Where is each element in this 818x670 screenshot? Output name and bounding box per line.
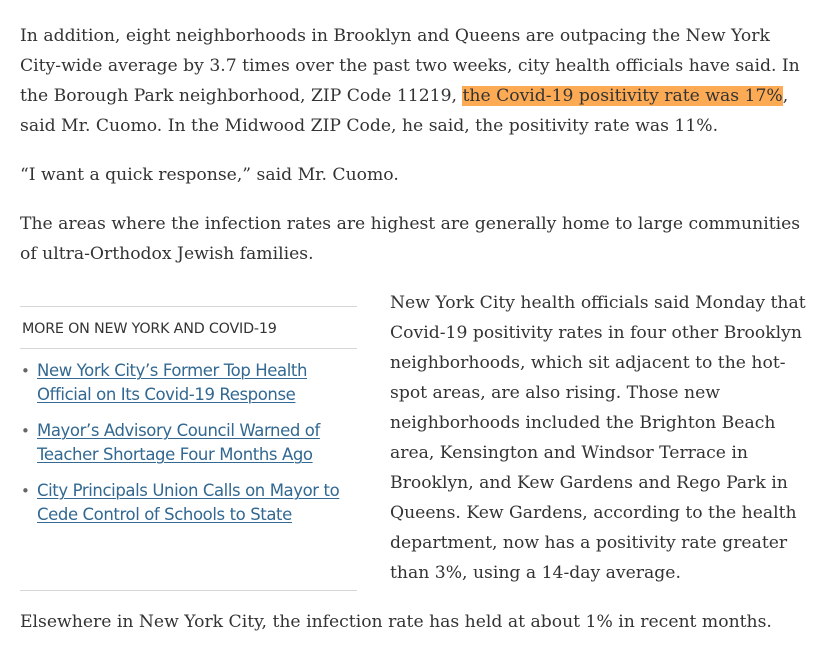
paragraph-quote: “I want a quick response,” said Mr. Cuom…: [20, 165, 399, 185]
paragraph-text: In addition, eight neighborhoods in Broo…: [20, 26, 800, 106]
bullet-icon: •: [21, 362, 30, 380]
paragraph-positivity-rates: In addition, eight neighborhoods in Broo…: [20, 21, 810, 141]
related-link-former-health-official[interactable]: New York City’s Former Top Health Offici…: [37, 361, 308, 404]
paragraph-communities: The areas where the infection rates are …: [20, 214, 801, 264]
bullet-icon: •: [21, 422, 30, 440]
related-links-list: • New York City’s Former Top Health Offi…: [20, 349, 357, 527]
related-link-item: • Mayor’s Advisory Council Warned of Tea…: [20, 419, 357, 467]
paragraph-text: , said Mr. Cuomo. In the Midwood ZIP Cod…: [20, 86, 789, 136]
bullet-icon: •: [21, 482, 30, 500]
related-links-box: MORE ON NEW YORK AND COVID-19 • New York…: [20, 306, 357, 591]
paragraph-citywide-rate: Elsewhere in New York City, the infectio…: [20, 612, 772, 632]
related-link-principals-union[interactable]: City Principals Union Calls on Mayor to …: [37, 481, 340, 524]
paragraph-adjacent-neighborhoods: New York City health officials said Mond…: [390, 293, 806, 583]
related-links-heading: MORE ON NEW YORK AND COVID-19: [20, 307, 357, 349]
article-body: In addition, eight neighborhoods in Broo…: [20, 21, 810, 656]
highlighted-text[interactable]: the Covid-19 positivity rate was 17%: [462, 86, 783, 106]
related-link-item: • City Principals Union Calls on Mayor t…: [20, 479, 357, 527]
related-link-advisory-council[interactable]: Mayor’s Advisory Council Warned of Teach…: [37, 421, 320, 464]
related-link-item: • New York City’s Former Top Health Offi…: [20, 359, 357, 407]
